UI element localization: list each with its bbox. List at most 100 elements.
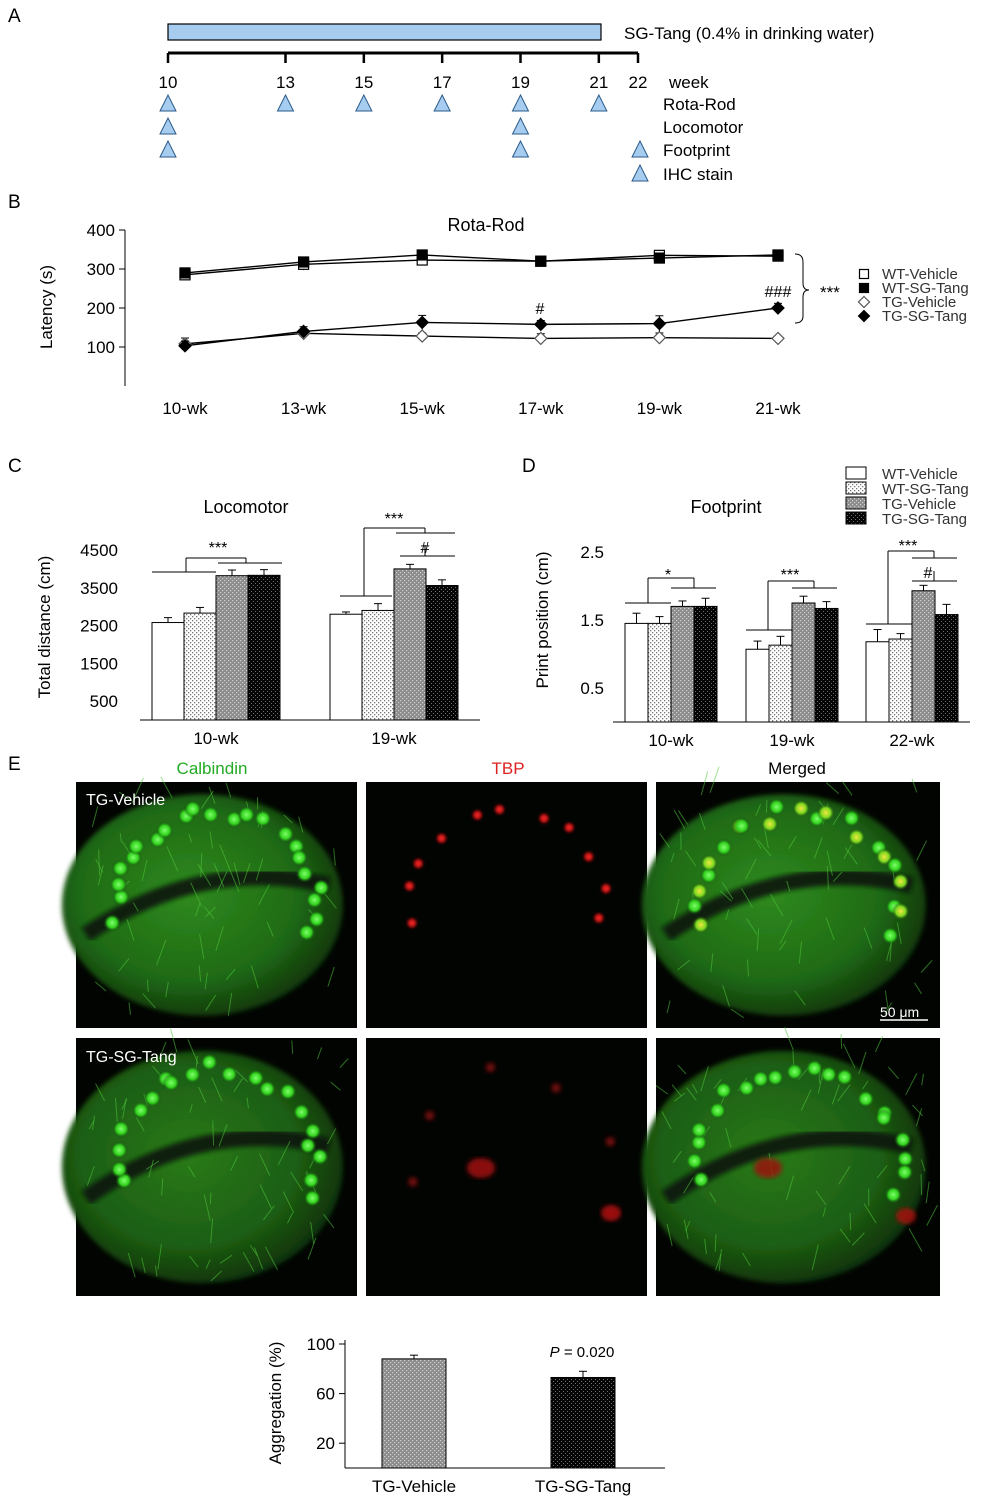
- panel-d-footprint-chart: Footprint Print position (cm) 0.51.52.5 …: [533, 466, 970, 750]
- chart-c-sig-19: ***: [385, 511, 404, 528]
- dendrite-fiber: [842, 1043, 856, 1069]
- dendrite-fiber: [203, 906, 215, 920]
- dendrite-fiber: [884, 990, 889, 1008]
- dendrite-fiber: [200, 790, 214, 810]
- dendrite-fiber: [97, 865, 104, 886]
- dendrite-fiber: [825, 782, 840, 795]
- chart-b-ylabel: Latency (s): [37, 265, 56, 349]
- chart-d-bar-tg-sg-tang-19-wk: [814, 607, 839, 723]
- dendrite-fiber: [128, 1002, 131, 1015]
- column-label-calbindin: Calbindin: [177, 759, 248, 778]
- dendrite-fiber: [710, 953, 714, 972]
- chart-e-bars: [345, 1354, 665, 1469]
- chart-b-xtick-label-10-wk: 10-wk: [162, 399, 208, 418]
- dendrite-fiber: [719, 890, 732, 902]
- dendrite-fiber: [839, 1228, 851, 1243]
- chart-b-title: Rota-Rod: [447, 215, 524, 235]
- dendrite-fiber: [911, 778, 918, 793]
- merged-cell: [881, 926, 900, 945]
- dendrite-fiber: [926, 1204, 938, 1226]
- dendrite-fiber: [114, 1097, 118, 1122]
- dendrite-fiber: [704, 1238, 707, 1255]
- merged-cell: [847, 828, 866, 847]
- dendrite-fiber: [323, 892, 337, 909]
- dendrite-fiber: [307, 1237, 317, 1260]
- column-label-merged: Merged: [768, 759, 826, 778]
- dendrite-fiber: [746, 959, 749, 977]
- chart-d-bar-wt-vehicle-22-wk: [865, 641, 890, 723]
- dendrite-fiber: [666, 1223, 673, 1246]
- merged-cell: [842, 809, 861, 828]
- chart-e-ytick-label-20: 20: [316, 1434, 335, 1453]
- dendrite-fiber: [757, 839, 772, 857]
- purkinje-cell: [253, 809, 272, 828]
- dendrite-fiber: [908, 1228, 923, 1252]
- dendrite-fiber: [673, 1092, 686, 1102]
- dendrite-fiber: [154, 1265, 158, 1277]
- merged-cell: [891, 902, 910, 921]
- dendrite-fiber: [194, 903, 201, 917]
- chart-d-legend-swatch-wt-vehicle: [845, 466, 867, 480]
- chart-b-point-tg-sg-tang-5: [771, 301, 785, 315]
- dendrite-fiber: [670, 852, 675, 863]
- purkinje-cell: [303, 1122, 322, 1141]
- merged-cell: [819, 1065, 838, 1084]
- dendrite-fiber: [131, 777, 144, 804]
- triangle-rota-rod-wk10: [159, 93, 177, 112]
- dendrite-fiber: [283, 814, 293, 824]
- chart-b-point-wt-sg-tang-5: [772, 249, 784, 261]
- dendrite-fiber: [148, 1159, 154, 1178]
- dendrite-fiber: [118, 791, 131, 801]
- dendrite-fiber: [832, 871, 843, 882]
- column-label-tbp: TBP: [491, 759, 524, 778]
- dendrite-fiber: [166, 846, 179, 872]
- dendrite-fiber: [709, 1192, 717, 1203]
- dendrite-fiber: [258, 1153, 271, 1176]
- dendrite-fiber: [290, 1171, 304, 1192]
- purkinje-cell: [276, 825, 295, 844]
- dendrite-fiber: [188, 833, 193, 843]
- dendrite-fiber: [921, 1073, 925, 1086]
- dendrite-fiber: [203, 1194, 211, 1221]
- chart-b-point-wt-sg-tang-0: [179, 267, 191, 279]
- chart-b-point-tg-vehicle-2: [415, 329, 430, 343]
- chart-c-title: Locomotor: [203, 497, 288, 517]
- dendrite-fiber: [745, 858, 757, 880]
- row-label-tg-sg-tang: TG-SG-Tang: [86, 1049, 177, 1066]
- dendrite-fiber: [677, 1064, 687, 1075]
- panel-c-locomotor-chart: Locomotor Total distance (cm) 500 1500 250…: [35, 497, 480, 748]
- chart-b-yticks: 100 200 300 400: [87, 221, 125, 357]
- timeline-triangles: [159, 93, 649, 182]
- purkinje-cell: [162, 1073, 181, 1092]
- chart-d-legend-label-tg-vehicle: TG-Vehicle: [882, 496, 956, 513]
- dendrite-fiber: [187, 1166, 196, 1178]
- timeline-week-19: 19: [511, 73, 530, 92]
- dendrite-fiber: [205, 1259, 211, 1270]
- merged-cell: [895, 1163, 914, 1182]
- dendrite-fiber: [915, 1108, 923, 1127]
- dendrite-fiber: [800, 1089, 812, 1111]
- chart-d-bar-tg-sg-tang-22-wk: [934, 614, 959, 723]
- panel-letter-e: E: [8, 754, 21, 775]
- chart-c-ytick-label-4500: 4500: [80, 541, 118, 560]
- dendrite-fiber: [326, 1128, 337, 1145]
- dendrite-fiber: [215, 926, 224, 951]
- merged-cell: [856, 1089, 875, 1108]
- dendrite-fiber: [876, 1165, 888, 1179]
- tbp-aggregate: [412, 857, 425, 870]
- dendrite-fiber: [798, 941, 802, 964]
- dendrite-fiber: [840, 1034, 843, 1049]
- tissue-molecular-layer: [61, 794, 343, 1016]
- chart-e-bar-tg-vehicle: [381, 1358, 447, 1469]
- chart-b-line-tg-sg-tang: [184, 307, 779, 347]
- dendrite-fiber: [263, 1205, 275, 1221]
- merged-tbp-diffuse: [896, 1208, 916, 1224]
- chart-d-bar-tg-sg-tang-10-wk: [693, 605, 718, 723]
- micrograph-tg-vehicle-calbindin: [61, 776, 357, 1028]
- dendrite-fiber: [785, 1175, 795, 1201]
- chart-b-legend-label-tg-sg-tang: TG-SG-Tang: [882, 308, 967, 325]
- dendrite-fiber: [189, 1255, 199, 1268]
- chart-d-significance: [625, 550, 957, 631]
- dendrite-fiber: [920, 1159, 926, 1172]
- chart-e-ylabel: Aggregation (%): [266, 1342, 285, 1465]
